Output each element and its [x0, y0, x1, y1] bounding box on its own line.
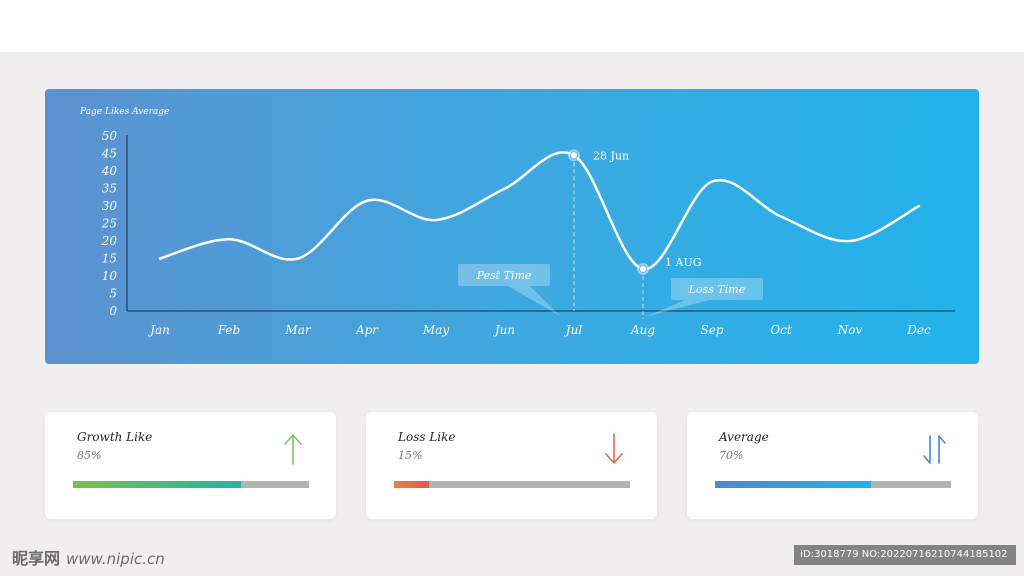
card-value: 15%	[398, 449, 423, 462]
y-tick-label: 45	[101, 147, 117, 161]
watermark-logo-text: 昵享网	[12, 549, 61, 568]
x-tick-label: Apr	[355, 323, 379, 337]
low-callout-text: Loss Time	[688, 283, 746, 296]
growth-like-card: Growth Like 85%	[45, 412, 336, 519]
low-callout-box	[671, 278, 763, 300]
x-tick-label: Feb	[217, 323, 240, 337]
peak-label: 28 Jun	[593, 149, 629, 162]
y-tick-label: 5	[109, 287, 117, 301]
y-tick-label: 10	[102, 269, 118, 283]
x-tick-label: Sep	[700, 323, 723, 337]
watermark-logo: 昵享网 www.nipic.cn	[12, 545, 165, 569]
progress-fill	[73, 481, 241, 488]
y-tick-label: 35	[102, 182, 117, 196]
arrows-up-down-icon	[923, 435, 946, 464]
peak-point	[570, 151, 578, 160]
progress-track	[394, 481, 630, 488]
x-tick-label: May	[422, 323, 449, 337]
card-value: 85%	[77, 449, 102, 462]
watermark-id: ID:3018779 NO:20220716210744185102	[794, 545, 1016, 565]
x-tick-label: Aug	[630, 323, 655, 337]
loss-like-card: Loss Like 15%	[366, 412, 657, 519]
peak-callout-pointer	[508, 286, 560, 316]
x-tick-label: Jun	[492, 323, 515, 337]
x-tick-label: Jul	[563, 323, 583, 337]
progress-fill	[715, 481, 871, 488]
progress-fill	[394, 481, 430, 488]
y-tick-label: 20	[101, 234, 118, 248]
x-tick-label: Oct	[770, 323, 792, 337]
y-tick-label: 40	[101, 164, 118, 178]
y-tick-label: 25	[101, 217, 117, 231]
card-title: Loss Like	[398, 430, 456, 444]
card-title: Average	[719, 430, 769, 444]
card-value: 70%	[719, 449, 744, 462]
series-line	[158, 151, 921, 271]
y-tick-label: 0	[109, 304, 117, 318]
low-callout-pointer	[645, 300, 709, 317]
x-tick-label: Mar	[284, 323, 311, 337]
watermark-url: www.nipic.cn	[66, 550, 165, 568]
card-title: Growth Like	[77, 430, 153, 444]
y-tick-label: 30	[102, 199, 118, 213]
arrow-down-icon	[605, 433, 623, 464]
average-card: Average 70%	[687, 412, 978, 519]
line-chart: 0 5 10 15 20 25 30 35 40 45 50 Jan Feb Mar Apr May Jun Ju…	[101, 129, 955, 337]
arrow-up-icon	[284, 434, 302, 465]
peak-callout-text: Pest Time	[476, 269, 532, 282]
chart-title: Page Likes Average	[80, 107, 170, 117]
y-tick-label: 50	[102, 129, 118, 143]
low-point	[639, 265, 647, 273]
progress-track	[73, 481, 309, 488]
low-label: 1 AUG	[665, 256, 702, 269]
x-tick-label: Jan	[147, 323, 170, 337]
progress-track	[715, 481, 951, 488]
x-tick-label: Nov	[837, 323, 863, 337]
top-bar	[0, 0, 1024, 52]
x-tick-label: Dec	[906, 323, 931, 337]
y-tick-label: 15	[102, 252, 117, 266]
peak-callout-box	[458, 264, 550, 286]
chart-panel: 0 5 10 15 20 25 30 35 40 45 50 Jan Feb Mar Apr May Jun Ju…	[45, 89, 979, 364]
